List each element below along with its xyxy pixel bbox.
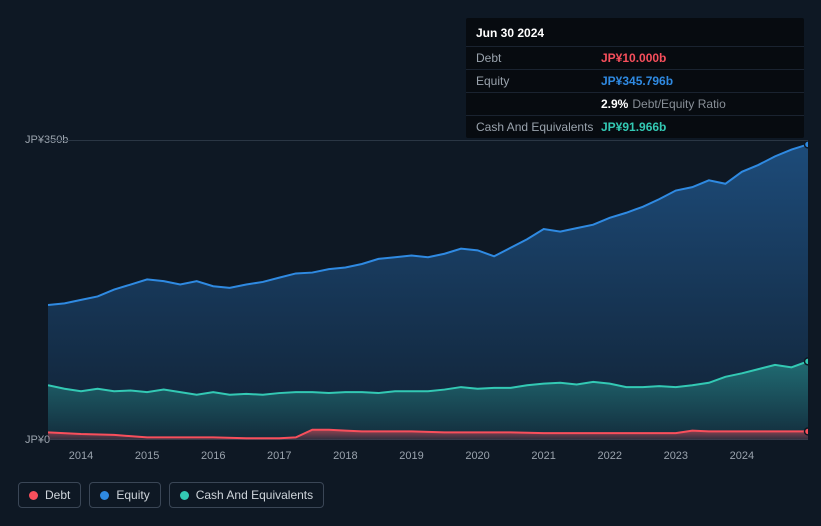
summary-value: JP¥345.796b [601,74,673,88]
legend-label: Debt [45,488,70,502]
summary-label [476,97,601,111]
summary-row-ratio: 2.9% Debt/Equity Ratio [466,92,804,115]
chart-container: Jun 30 2024 Debt JP¥10.000b Equity JP¥34… [0,0,821,526]
summary-label: Equity [476,74,601,88]
summary-row-debt: Debt JP¥10.000b [466,46,804,69]
summary-date: Jun 30 2024 [466,18,804,46]
legend-dot-icon [180,491,189,500]
x-axis-tick: 2022 [597,450,621,462]
x-axis-labels: 2014 2015 2016 2017 2018 2019 2020 2021 2022 2023… [48,450,808,466]
summary-value: JP¥91.966b [601,120,666,134]
x-axis-tick: 2016 [201,450,225,462]
x-axis-tick: 2021 [531,450,555,462]
x-axis-tick: 2024 [730,450,754,462]
legend-item-cash-and-equivalents[interactable]: Cash And Equivalents [169,482,324,508]
x-axis-tick: 2015 [135,450,159,462]
y-axis-tick: JP¥0 [25,434,50,446]
legend-label: Cash And Equivalents [196,488,313,502]
summary-label: Cash And Equivalents [476,120,601,134]
summary-extra: Debt/Equity Ratio [632,97,725,111]
summary-row-cash: Cash And Equivalents JP¥91.966b [466,115,804,138]
summary-value: 2.9% [601,97,628,111]
legend-dot-icon [29,491,38,500]
legend-label: Equity [116,488,149,502]
legend-dot-icon [100,491,109,500]
x-axis-tick: 2020 [465,450,489,462]
x-axis-tick: 2017 [267,450,291,462]
x-axis-tick: 2019 [399,450,423,462]
summary-row-equity: Equity JP¥345.796b [466,69,804,92]
x-axis-tick: 2014 [69,450,93,462]
summary-label: Debt [476,51,601,65]
legend-item-equity[interactable]: Equity [89,482,160,508]
legend-item-debt[interactable]: Debt [18,482,81,508]
tooltip-summary: Jun 30 2024 Debt JP¥10.000b Equity JP¥34… [466,18,804,138]
x-axis-tick: 2018 [333,450,357,462]
x-axis-tick: 2023 [664,450,688,462]
chart-plot [48,140,808,440]
chart-legend: Debt Equity Cash And Equivalents [18,482,324,508]
summary-value: JP¥10.000b [601,51,666,65]
